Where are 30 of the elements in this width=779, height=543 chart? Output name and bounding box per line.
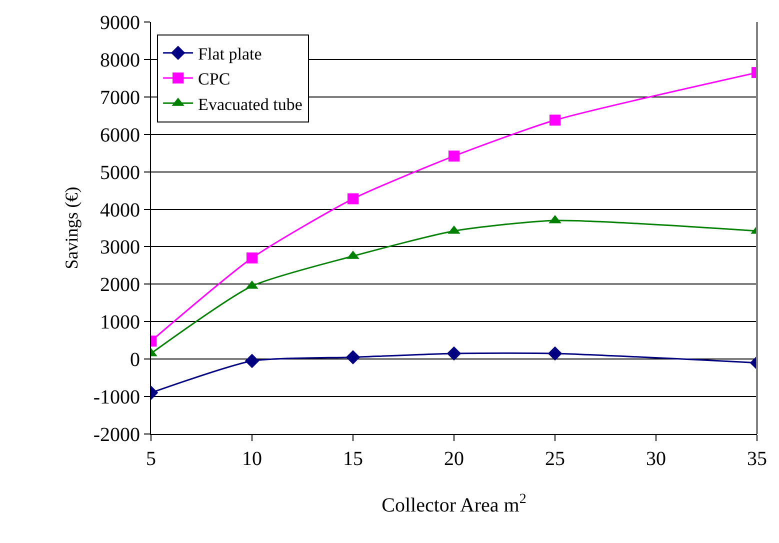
x-tick-label: 15 bbox=[343, 448, 363, 470]
x-tick-label: 10 bbox=[242, 448, 262, 470]
y-axis-title: Savings (€) bbox=[62, 186, 82, 270]
y-tick-label: 4000 bbox=[100, 199, 140, 222]
legend-label: Evacuated tube bbox=[198, 94, 302, 114]
x-tick-label: 5 bbox=[146, 448, 156, 470]
y-tick-label: 9000 bbox=[100, 12, 140, 34]
x-tick-label: 20 bbox=[444, 448, 464, 470]
y-tick-label: -2000 bbox=[93, 424, 140, 446]
y-tick-label: 6000 bbox=[100, 124, 140, 146]
y-tick-label: 8000 bbox=[100, 49, 140, 72]
y-tick-label: 7000 bbox=[100, 86, 140, 109]
point bbox=[446, 346, 462, 361]
x-tick-label: 30 bbox=[646, 448, 666, 470]
legend-label: CPC bbox=[198, 70, 230, 89]
x-tick-label: 35 bbox=[747, 448, 767, 470]
x-axis-title: Collector Area m$^{2}$ bbox=[382, 492, 526, 516]
y-tick-label: 3000 bbox=[100, 236, 140, 259]
point bbox=[548, 346, 562, 361]
y-tick-label: -1000 bbox=[93, 386, 140, 409]
y-tick-label: 2000 bbox=[100, 274, 140, 296]
y-tick-label: 0 bbox=[130, 349, 140, 372]
point bbox=[550, 114, 560, 126]
point bbox=[448, 150, 460, 162]
point bbox=[346, 350, 360, 364]
point bbox=[348, 193, 358, 204]
y-tick-label: 1000 bbox=[100, 312, 140, 334]
y-tick-label: 5000 bbox=[100, 162, 140, 184]
x-tick-label: 25 bbox=[545, 448, 565, 470]
legend-label: Flat plate bbox=[198, 44, 262, 64]
